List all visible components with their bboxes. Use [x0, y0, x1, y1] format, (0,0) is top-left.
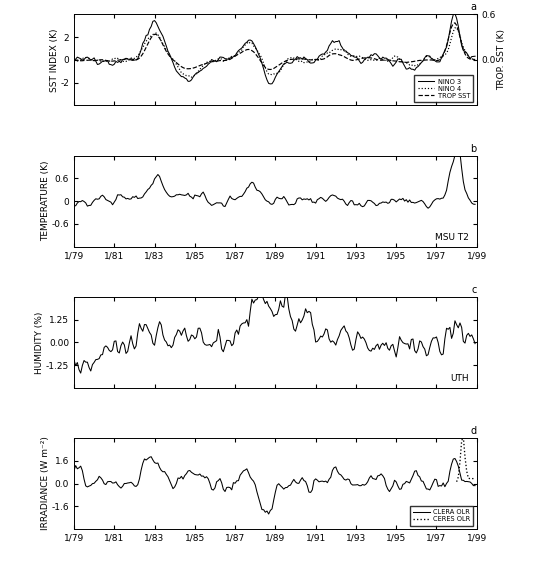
CLERA OLR	[148, 453, 155, 460]
CLERA OLR	[134, 481, 141, 488]
CLERA OLR	[447, 468, 453, 475]
TROP SST	[88, 57, 94, 63]
NINO 3	[338, 42, 344, 49]
TROP SST	[472, 56, 478, 63]
CLERA OLR	[339, 474, 346, 480]
TROP SST	[98, 56, 104, 63]
NINO 4	[472, 57, 478, 63]
Legend: CLERA OLR, CERES OLR: CLERA OLR, CERES OLR	[409, 506, 473, 526]
CLERA OLR	[98, 474, 104, 481]
NINO 3	[98, 59, 104, 66]
TROP SST	[338, 52, 344, 59]
NINO 3	[207, 59, 213, 66]
Y-axis label: HUMIDITY (%): HUMIDITY (%)	[36, 311, 44, 374]
NINO 3	[88, 57, 94, 63]
Line: NINO 3: NINO 3	[74, 14, 475, 84]
CLERA OLR	[472, 482, 478, 489]
NINO 4	[71, 57, 77, 63]
TROP SST	[267, 66, 273, 73]
NINO 4	[98, 58, 104, 65]
Text: MSU T2: MSU T2	[435, 233, 469, 242]
NINO 4	[134, 53, 141, 59]
NINO 4	[88, 57, 94, 63]
CLERA OLR	[88, 482, 94, 489]
CLERA OLR	[208, 486, 215, 492]
NINO 3	[134, 55, 141, 62]
Text: d: d	[471, 426, 477, 436]
NINO 4	[338, 46, 344, 53]
Y-axis label: TROP. SST (K): TROP. SST (K)	[498, 29, 506, 90]
NINO 3	[452, 10, 458, 17]
TROP SST	[445, 36, 452, 43]
NINO 3	[267, 81, 273, 88]
TROP SST	[452, 19, 458, 26]
Y-axis label: IRRADIANCE (W m⁻²): IRRADIANCE (W m⁻²)	[41, 436, 50, 530]
Legend: NINO 3, NINO 4, TROP SST: NINO 3, NINO 4, TROP SST	[414, 76, 473, 102]
NINO 4	[445, 46, 452, 53]
TROP SST	[207, 59, 213, 66]
Line: CLERA OLR: CLERA OLR	[74, 456, 475, 514]
Y-axis label: TEMPERATURE (K): TEMPERATURE (K)	[41, 161, 50, 241]
CLERA OLR	[265, 511, 272, 518]
TROP SST	[71, 57, 77, 63]
CERES OLR	[472, 474, 478, 481]
NINO 3	[71, 57, 77, 63]
Text: UTH: UTH	[450, 374, 469, 383]
NINO 4	[453, 24, 460, 31]
NINO 3	[472, 53, 478, 59]
NINO 4	[188, 74, 195, 81]
CLERA OLR	[71, 467, 77, 474]
NINO 4	[208, 58, 215, 65]
Text: c: c	[471, 285, 477, 295]
Line: CERES OLR: CERES OLR	[456, 437, 475, 482]
TROP SST	[134, 56, 141, 63]
Line: TROP SST: TROP SST	[74, 23, 475, 69]
Y-axis label: SST INDEX (K): SST INDEX (K)	[50, 28, 59, 92]
NINO 3	[445, 36, 452, 43]
Line: NINO 4: NINO 4	[74, 27, 475, 77]
Text: a: a	[471, 2, 477, 13]
Text: b: b	[471, 144, 477, 154]
